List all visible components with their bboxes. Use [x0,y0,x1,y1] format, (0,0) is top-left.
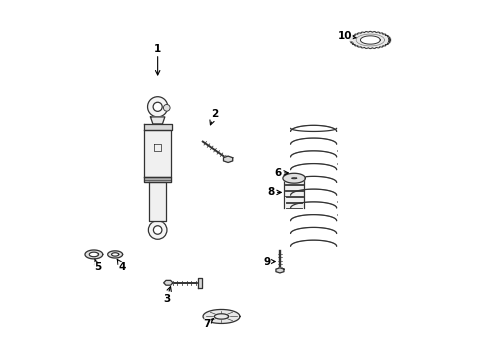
Text: 8: 8 [267,188,281,197]
Polygon shape [283,173,305,183]
Polygon shape [223,156,232,162]
Polygon shape [150,117,164,124]
Polygon shape [89,252,98,257]
Circle shape [148,221,166,239]
Text: 4: 4 [117,259,125,272]
Text: 6: 6 [274,168,288,178]
Polygon shape [149,183,165,221]
Polygon shape [107,251,122,258]
Polygon shape [144,130,171,177]
Polygon shape [349,31,390,49]
Polygon shape [284,179,303,184]
Polygon shape [163,280,173,285]
Circle shape [163,104,170,111]
Polygon shape [203,310,240,324]
Polygon shape [285,185,303,190]
Text: 7: 7 [203,319,213,329]
Polygon shape [360,36,380,44]
Polygon shape [275,268,284,273]
Text: 3: 3 [163,287,171,304]
Text: 5: 5 [94,259,101,272]
Polygon shape [285,203,302,208]
Text: 1: 1 [154,44,161,75]
Polygon shape [111,253,119,256]
Polygon shape [85,250,102,259]
Text: 10: 10 [338,31,355,41]
Text: 2: 2 [209,109,218,125]
Circle shape [147,97,167,117]
Polygon shape [198,278,202,288]
Polygon shape [143,124,171,130]
Circle shape [153,102,162,111]
Polygon shape [144,177,171,183]
Text: 9: 9 [264,257,275,266]
Polygon shape [285,191,303,196]
Circle shape [153,226,162,234]
Polygon shape [285,197,302,202]
Polygon shape [291,178,296,179]
